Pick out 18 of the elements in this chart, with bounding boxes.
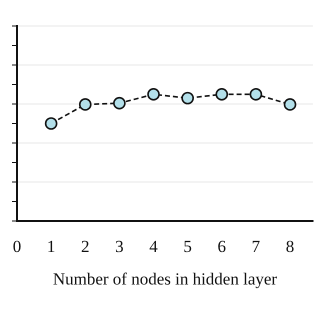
x-tick-label: 0 — [12, 236, 22, 256]
x-tick-label: 8 — [286, 236, 294, 256]
point — [78, 98, 92, 111]
x-axis-title: Number of nodes in hidden layer — [52, 269, 278, 288]
x-tick-label: 1 — [46, 236, 56, 256]
x-tick-label: 7 — [252, 236, 261, 256]
point — [44, 117, 58, 130]
x-tick-label: 6 — [218, 236, 226, 256]
point — [181, 92, 194, 104]
point — [250, 88, 262, 101]
point — [215, 88, 228, 101]
point — [147, 88, 160, 101]
x-tick-label: 3 — [115, 236, 124, 256]
x-tick-label: 5 — [183, 236, 192, 256]
x-tick-label: 4 — [149, 236, 158, 256]
point — [113, 96, 126, 110]
point — [284, 98, 296, 111]
x-tick-label: 2 — [81, 236, 90, 256]
